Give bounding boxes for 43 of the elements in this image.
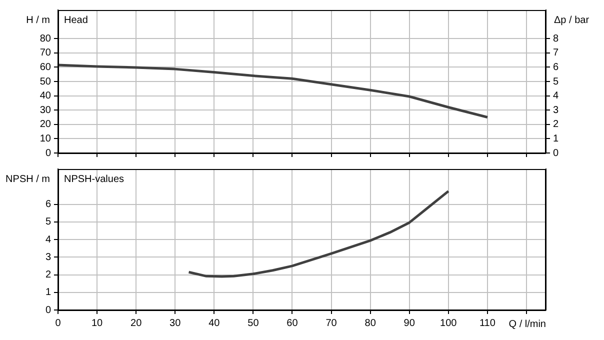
text: NPSH-values (64, 174, 124, 185)
y-tick-label: 1 (45, 287, 52, 298)
y-tick-label: 30 (40, 104, 52, 116)
x-tick-label: 10 (91, 318, 104, 329)
y-tick-label: 0 (45, 148, 52, 159)
y2-axis-title: Δp / bar (554, 14, 590, 26)
y-tick-label: 10 (40, 133, 52, 144)
x-tick-label: 80 (364, 318, 376, 329)
y2-tick-label: 4 (553, 90, 559, 102)
x-tick-label: 100 (440, 318, 458, 329)
y-tick-label: 0 (45, 304, 52, 316)
x-tick-label: 110 (479, 318, 496, 329)
y-tick-label: 70 (40, 48, 52, 59)
x-tick-label: 30 (170, 318, 182, 329)
x-tick-label: 70 (326, 318, 338, 329)
y2-tick-label: 6 (553, 62, 559, 73)
y-tick-label: 40 (40, 90, 52, 102)
y-tick-label: 3 (45, 252, 52, 263)
y-axis-title: NPSH / m (6, 174, 50, 185)
y2-tick-label: 5 (553, 76, 559, 88)
x-axis-title: Q / l/min (508, 318, 546, 330)
y-axis-title: H / m (26, 14, 50, 26)
text: Head (64, 14, 88, 26)
x-tick-label: 20 (130, 318, 142, 329)
y2-tick-label: 0 (553, 148, 559, 159)
y-tick-label: 2 (45, 270, 52, 280)
y2-tick-label: 3 (553, 104, 559, 116)
y-tick-label: 4 (45, 234, 52, 246)
y-tick-label: 60 (40, 62, 52, 73)
x-tick-label: 40 (208, 318, 220, 329)
y2-tick-label: 1 (553, 133, 559, 144)
y2-tick-label: 8 (553, 33, 559, 44)
y2-tick-label: 2 (553, 119, 559, 130)
y-tick-label: 50 (40, 76, 52, 88)
y2-tick-label: 7 (553, 48, 559, 59)
x-tick-label: 50 (248, 318, 260, 329)
y-tick-label: 20 (40, 119, 52, 130)
x-tick-label: 60 (286, 318, 298, 329)
x-tick-label: 90 (404, 318, 416, 329)
y-tick-label: 80 (40, 33, 52, 44)
y-tick-label: 5 (45, 216, 52, 228)
x-tick-label: 0 (55, 318, 62, 329)
y-tick-label: 6 (45, 199, 52, 210)
